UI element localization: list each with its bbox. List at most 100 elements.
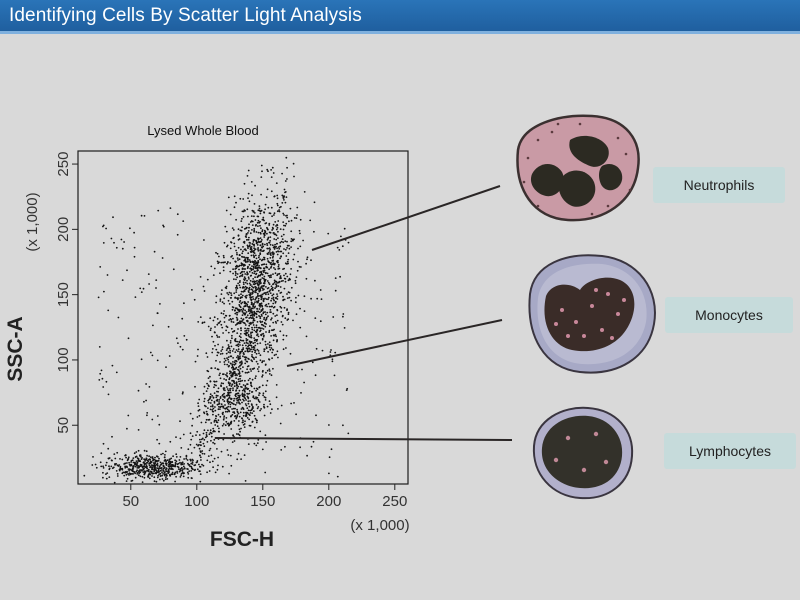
data-point xyxy=(272,273,274,275)
data-point xyxy=(262,245,265,248)
data-point xyxy=(237,328,239,330)
data-point xyxy=(313,201,316,204)
data-point xyxy=(272,302,275,305)
data-point xyxy=(257,294,259,297)
data-point xyxy=(223,321,226,323)
data-point xyxy=(216,252,219,255)
scatter-points xyxy=(83,156,350,484)
data-point xyxy=(238,294,240,297)
data-point xyxy=(286,319,289,321)
data-point xyxy=(254,287,257,290)
data-point xyxy=(238,284,241,287)
data-point xyxy=(256,292,259,295)
monocyte-cell-image xyxy=(528,254,656,374)
data-point xyxy=(262,297,265,300)
data-point xyxy=(214,344,216,347)
data-point xyxy=(236,356,238,359)
data-point xyxy=(256,221,259,224)
data-point xyxy=(295,296,297,299)
data-point xyxy=(269,248,271,251)
data-point xyxy=(244,259,247,262)
data-point xyxy=(215,359,217,362)
data-point xyxy=(276,293,278,295)
data-point xyxy=(242,283,245,286)
data-point xyxy=(262,277,265,280)
data-point xyxy=(276,295,279,298)
data-point xyxy=(257,256,260,259)
plot-frame xyxy=(77,150,409,485)
data-point xyxy=(273,334,275,337)
data-point xyxy=(284,240,287,243)
data-point xyxy=(268,212,271,215)
data-point xyxy=(232,257,235,260)
data-point xyxy=(261,229,264,231)
data-point xyxy=(274,320,277,323)
data-point xyxy=(275,335,277,338)
data-point xyxy=(270,317,273,319)
data-point xyxy=(267,170,269,173)
data-point xyxy=(240,317,243,320)
data-point xyxy=(256,270,258,272)
data-point xyxy=(282,348,285,351)
data-point xyxy=(277,285,280,287)
data-point xyxy=(206,278,209,281)
data-point xyxy=(219,300,222,302)
data-point xyxy=(259,320,262,323)
data-point xyxy=(247,342,249,345)
data-point xyxy=(259,317,262,320)
data-point xyxy=(275,245,277,248)
data-point xyxy=(263,256,266,259)
data-point xyxy=(295,217,298,220)
data-point xyxy=(258,207,261,210)
data-point xyxy=(250,215,253,218)
data-point xyxy=(219,298,222,301)
data-point xyxy=(268,341,271,344)
data-point xyxy=(263,275,266,278)
data-point xyxy=(238,301,241,303)
data-point xyxy=(228,280,230,282)
data-point xyxy=(201,322,204,324)
data-point xyxy=(278,209,280,211)
data-point xyxy=(257,350,260,352)
data-point xyxy=(253,203,256,205)
data-point xyxy=(257,209,260,212)
data-point xyxy=(283,267,285,270)
data-point xyxy=(269,257,272,259)
data-point xyxy=(185,338,188,341)
data-point xyxy=(270,176,273,179)
data-point xyxy=(290,286,293,289)
lymphocyte-cell-image xyxy=(532,406,634,500)
data-point xyxy=(276,242,278,245)
data-point xyxy=(273,212,276,215)
data-point xyxy=(271,244,274,247)
data-point xyxy=(270,190,273,193)
data-point xyxy=(276,210,279,213)
data-point xyxy=(252,251,255,254)
data-point xyxy=(263,318,265,320)
data-point xyxy=(262,284,265,287)
data-point xyxy=(256,244,259,246)
data-point xyxy=(255,257,258,260)
data-point xyxy=(286,166,288,169)
data-point xyxy=(292,162,295,165)
data-point xyxy=(253,326,256,329)
data-point xyxy=(244,277,247,280)
data-point xyxy=(303,191,306,193)
data-point xyxy=(246,244,249,247)
data-point xyxy=(255,326,258,329)
data-point xyxy=(271,286,274,289)
data-point xyxy=(270,347,273,349)
data-point xyxy=(248,270,251,273)
data-point xyxy=(257,283,260,286)
data-point xyxy=(281,202,284,204)
data-point xyxy=(244,327,247,330)
data-point xyxy=(257,237,259,240)
data-point xyxy=(263,211,266,214)
data-point xyxy=(270,254,272,256)
data-point xyxy=(242,210,245,213)
data-point xyxy=(243,256,246,259)
data-point xyxy=(280,235,283,238)
data-point xyxy=(218,336,221,338)
data-point xyxy=(258,265,260,267)
data-point xyxy=(264,313,267,316)
